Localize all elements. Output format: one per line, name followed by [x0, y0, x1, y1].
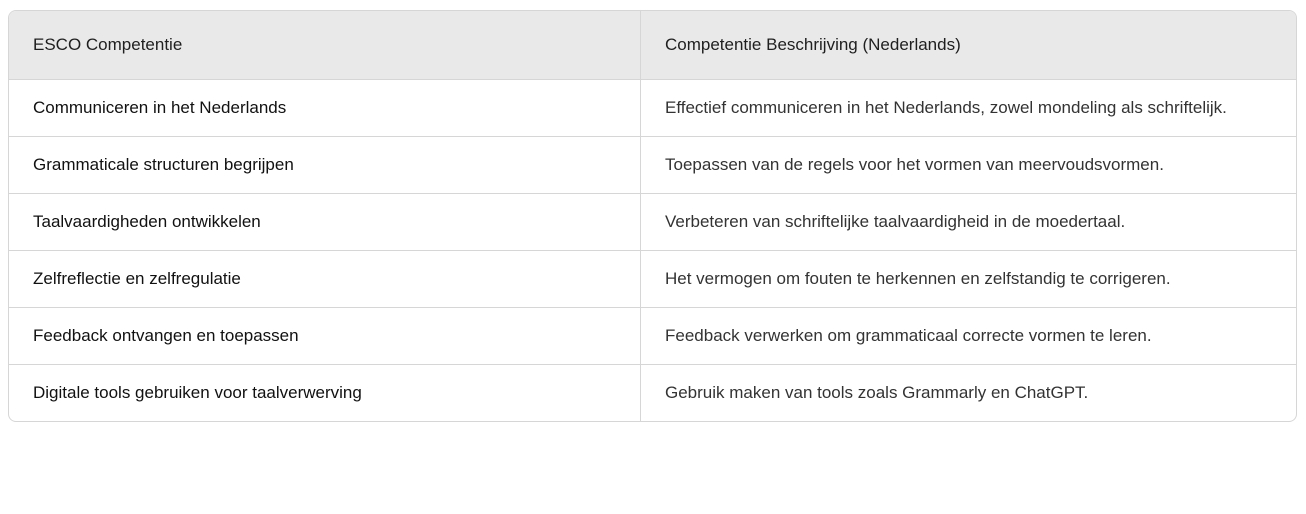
- table-header-row: ESCO Competentie Competentie Beschrijvin…: [9, 11, 1296, 80]
- table-row: Zelfreflectie en zelfregulatie Het vermo…: [9, 250, 1296, 308]
- competency-table: ESCO Competentie Competentie Beschrijvin…: [9, 11, 1296, 421]
- cell-competentie: Digitale tools gebruiken voor taalverwer…: [9, 364, 641, 421]
- cell-competentie: Zelfreflectie en zelfregulatie: [9, 250, 641, 308]
- cell-competentie: Communiceren in het Nederlands: [9, 79, 641, 137]
- cell-competentie: Feedback ontvangen en toepassen: [9, 307, 641, 365]
- column-header-competentie: ESCO Competentie: [9, 11, 641, 80]
- competency-table-container: ESCO Competentie Competentie Beschrijvin…: [8, 10, 1297, 422]
- cell-beschrijving: Effectief communiceren in het Nederlands…: [640, 79, 1296, 137]
- cell-competentie: Taalvaardigheden ontwikkelen: [9, 193, 641, 251]
- table-row: Feedback ontvangen en toepassen Feedback…: [9, 307, 1296, 365]
- table-row: Digitale tools gebruiken voor taalverwer…: [9, 364, 1296, 421]
- table-row: Grammaticale structuren begrijpen Toepas…: [9, 136, 1296, 194]
- cell-beschrijving: Feedback verwerken om grammaticaal corre…: [640, 307, 1296, 365]
- cell-beschrijving: Verbeteren van schriftelijke taalvaardig…: [640, 193, 1296, 251]
- column-header-beschrijving: Competentie Beschrijving (Nederlands): [640, 11, 1296, 80]
- table-row: Communiceren in het Nederlands Effectief…: [9, 79, 1296, 137]
- cell-competentie: Grammaticale structuren begrijpen: [9, 136, 641, 194]
- cell-beschrijving: Gebruik maken van tools zoals Grammarly …: [665, 383, 1089, 402]
- cell-beschrijving: Het vermogen om fouten te herkennen en z…: [640, 250, 1296, 308]
- cell-beschrijving: Toepassen van de regels voor het vormen …: [640, 136, 1296, 194]
- table-row: Taalvaardigheden ontwikkelen Verbeteren …: [9, 193, 1296, 251]
